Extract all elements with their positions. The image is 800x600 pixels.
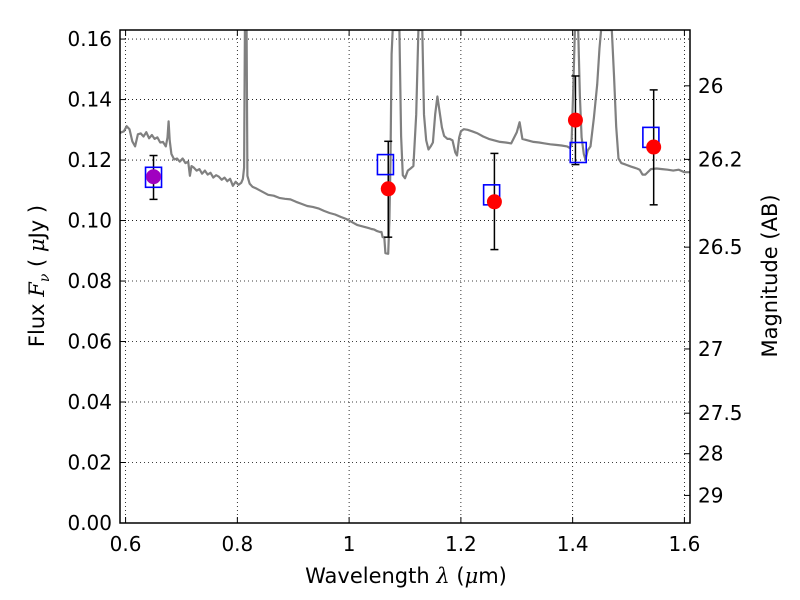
- y-tick-label: 0.14: [67, 88, 112, 112]
- x-tick-label: 1.6: [669, 532, 701, 556]
- y-tick-label: 0.04: [67, 390, 112, 414]
- observed-point: [567, 112, 583, 128]
- y-tick-label: 0.02: [67, 451, 112, 475]
- y2-tick-label: 27: [698, 337, 723, 361]
- plot-frame: [119, 29, 691, 524]
- x-tick-label: 1.4: [557, 532, 589, 556]
- observed-point: [146, 169, 162, 185]
- y-tick-label: 0.08: [67, 269, 112, 293]
- x-tick-label: 0.8: [221, 532, 253, 556]
- y-tick-label: 0.12: [67, 148, 112, 172]
- y2-tick-label: 26.2: [698, 147, 743, 171]
- axis-ticks: 0.6 0.8 1 1.2 1.4 1.6 0.00 0.02 0.04 0.06 0.08 0.10…: [67, 27, 742, 556]
- grid: [120, 30, 690, 524]
- x-tick-label: 1: [343, 532, 356, 556]
- x-tick-label: 0.6: [110, 532, 142, 556]
- y-tick-label: 0.10: [67, 209, 112, 233]
- y-tick-label: 0.16: [67, 27, 112, 51]
- y2-tick-label: 29: [698, 483, 723, 507]
- model-square: [569, 141, 588, 164]
- y-tick-label: 0.00: [67, 511, 112, 535]
- y-tick-label: 0.06: [67, 330, 112, 354]
- y2-tick-label: 27.5: [698, 401, 743, 425]
- y2-tick-label: 28: [698, 442, 723, 466]
- model-square: [376, 153, 395, 176]
- observed-point: [380, 181, 396, 197]
- y-axis-label: Flux Fν ( μJy ): [25, 205, 53, 347]
- x-tick-label: 1.2: [445, 532, 477, 556]
- observed-point: [646, 139, 662, 155]
- model-square: [144, 166, 163, 189]
- y2-tick-label: 26.5: [698, 235, 743, 259]
- x-axis-label: Wavelength λ (μm): [305, 564, 507, 588]
- plot-data: [120, 30, 690, 255]
- y2-axis-label: Magnitude (AB): [758, 194, 782, 357]
- y2-tick-label: 26: [698, 74, 723, 98]
- observed-point: [486, 194, 502, 210]
